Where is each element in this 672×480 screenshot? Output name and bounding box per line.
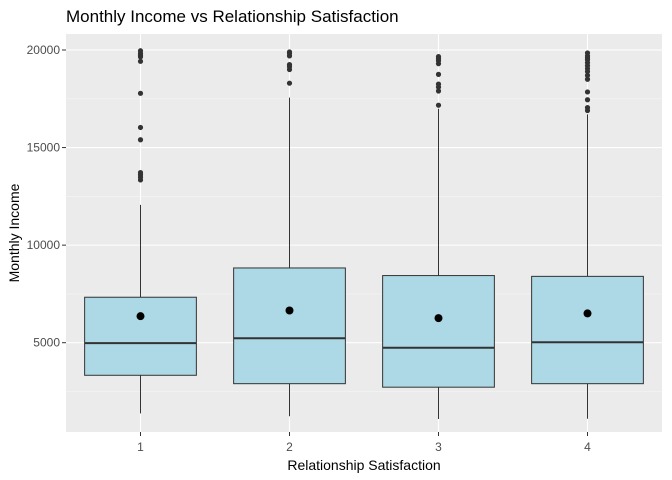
y-axis: 5000 10000 15000 20000 xyxy=(27,43,66,350)
outlier-point xyxy=(137,48,144,54)
outlier-point xyxy=(286,62,293,68)
mean-point xyxy=(434,314,443,323)
y-axis-title: Monthly Income xyxy=(6,183,22,282)
box-group-2 xyxy=(233,49,346,417)
chart-title: Monthly Income vs Relationship Satisfact… xyxy=(66,7,399,26)
outlier-point xyxy=(286,49,293,55)
outlier-point xyxy=(584,72,591,78)
outlier-point xyxy=(137,124,144,131)
outlier-point xyxy=(584,76,591,82)
iqr-box xyxy=(382,275,495,388)
outlier-point xyxy=(137,169,144,176)
y-tick-label: 15000 xyxy=(27,141,61,155)
mean-point xyxy=(136,312,145,321)
y-tick-label: 10000 xyxy=(27,238,61,252)
outlier-point xyxy=(286,80,293,86)
x-tick-label: 3 xyxy=(435,440,442,454)
outlier-point xyxy=(584,50,591,56)
iqr-box xyxy=(84,296,197,376)
iqr-box xyxy=(233,267,346,385)
outlier-point xyxy=(584,97,591,103)
outlier-point xyxy=(584,89,591,95)
outlier-point xyxy=(435,88,442,94)
x-tick-label: 2 xyxy=(286,440,293,454)
outlier-point xyxy=(137,90,144,96)
plot-panel xyxy=(66,34,662,432)
outlier-point xyxy=(435,54,442,60)
x-tick-label: 4 xyxy=(584,440,591,454)
mean-point xyxy=(583,309,592,318)
outlier-point xyxy=(137,137,144,143)
y-tick-label: 20000 xyxy=(27,43,61,57)
boxplot-series xyxy=(84,48,644,420)
outlier-point xyxy=(435,102,442,108)
outlier-point xyxy=(137,58,144,64)
x-tick-label: 1 xyxy=(137,440,144,454)
box-group-3 xyxy=(382,54,495,420)
y-tick-label: 5000 xyxy=(33,336,60,350)
box-group-1 xyxy=(84,48,197,414)
x-axis-title: Relationship Satisfaction xyxy=(287,457,440,473)
outlier-point xyxy=(435,71,442,77)
outlier-point xyxy=(435,81,442,87)
mean-point xyxy=(285,306,294,315)
iqr-box xyxy=(531,275,644,385)
box-group-4 xyxy=(531,50,644,419)
x-axis: 1 2 3 4 xyxy=(137,432,591,454)
outlier-point xyxy=(584,104,591,111)
